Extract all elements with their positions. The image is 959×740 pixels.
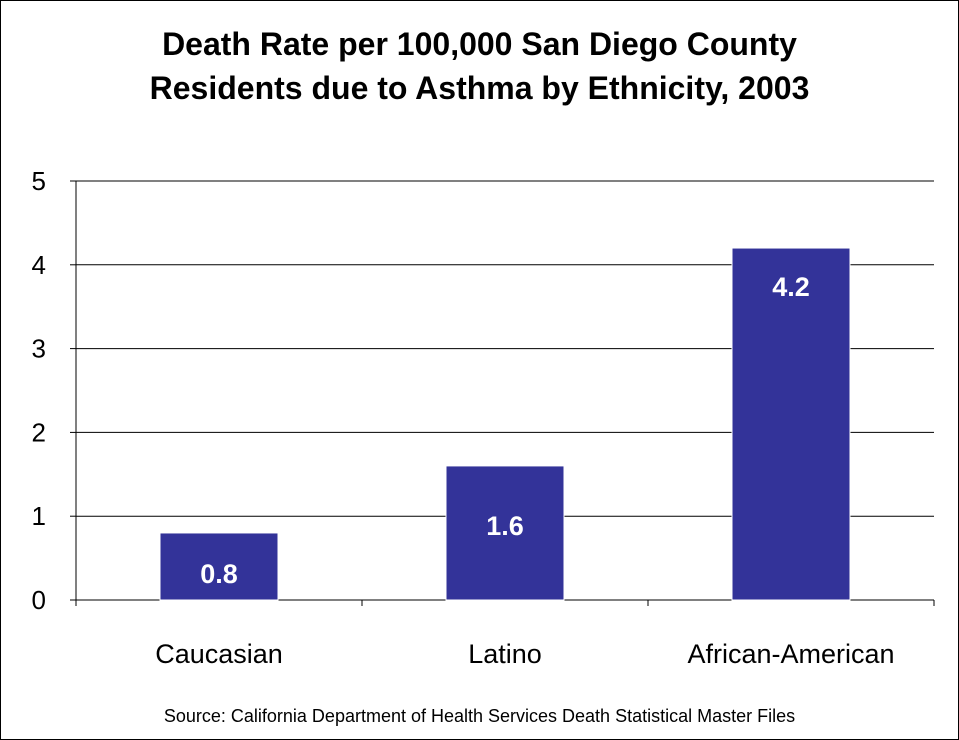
bar-african-american	[731, 247, 851, 601]
category-label: Latino	[468, 639, 542, 669]
data-label: 1.6	[486, 511, 524, 541]
y-tick-label: 5	[32, 166, 46, 196]
source-note: Source: California Department of Health …	[163, 706, 796, 726]
data-label: 0.8	[200, 559, 238, 589]
y-tick-label: 3	[32, 334, 46, 364]
y-tick-label: 2	[32, 417, 46, 447]
category-label: Caucasian	[155, 639, 283, 669]
y-tick-label: 4	[32, 250, 46, 280]
data-label: 4.2	[772, 272, 810, 302]
chart-title: Death Rate per 100,000 San Diego County …	[0, 22, 959, 110]
y-tick-label: 0	[32, 585, 46, 615]
bar-caucasian	[159, 532, 279, 601]
chart-title-line-2: Residents due to Asthma by Ethnicity, 20…	[149, 70, 810, 106]
chart-title-line-1: Death Rate per 100,000 San Diego County	[162, 26, 797, 62]
bar-latino	[445, 465, 565, 601]
y-tick-label: 1	[32, 501, 46, 531]
category-label: African-American	[687, 639, 894, 669]
